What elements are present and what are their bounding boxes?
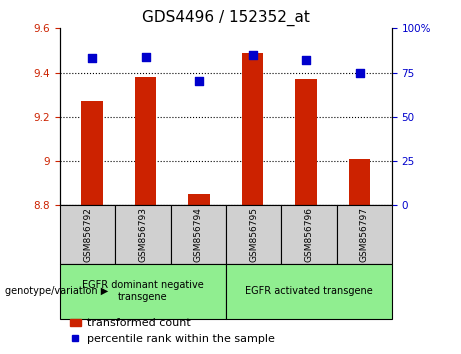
Bar — [349, 159, 371, 205]
Text: GSM856795: GSM856795 — [249, 207, 258, 262]
Point — [249, 52, 256, 58]
Text: GSM856792: GSM856792 — [83, 207, 92, 262]
Text: GSM856797: GSM856797 — [360, 207, 369, 262]
Bar — [81, 101, 103, 205]
Legend: transformed count, percentile rank within the sample: transformed count, percentile rank withi… — [65, 314, 279, 348]
Text: EGFR activated transgene: EGFR activated transgene — [245, 286, 373, 296]
Bar — [242, 53, 263, 205]
Point — [302, 57, 310, 63]
Point — [142, 54, 149, 59]
Bar — [296, 79, 317, 205]
Text: GSM856793: GSM856793 — [138, 207, 148, 262]
Point — [89, 56, 96, 61]
Bar — [189, 194, 210, 205]
Text: genotype/variation ▶: genotype/variation ▶ — [5, 286, 108, 296]
Text: GSM856794: GSM856794 — [194, 207, 203, 262]
Point — [195, 79, 203, 84]
Title: GDS4496 / 152352_at: GDS4496 / 152352_at — [142, 9, 310, 25]
Text: GSM856796: GSM856796 — [304, 207, 313, 262]
Text: EGFR dominant negative
transgene: EGFR dominant negative transgene — [82, 280, 204, 302]
Bar — [135, 77, 156, 205]
Point — [356, 70, 363, 75]
